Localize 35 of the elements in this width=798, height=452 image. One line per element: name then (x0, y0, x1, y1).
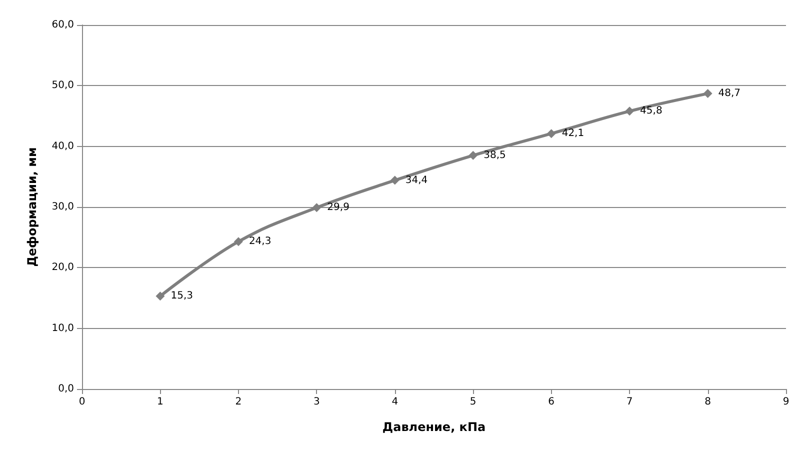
point (546, 129, 556, 138)
x-tick-label: 7 (626, 396, 633, 408)
x-tick-label: 8 (704, 396, 711, 408)
x-tick-label: 1 (157, 396, 164, 408)
point (156, 292, 165, 301)
data-label: 45,8 (640, 106, 662, 117)
point (625, 106, 634, 116)
y-tick-label: 40,0 (52, 140, 74, 152)
x-tick-label: 9 (782, 396, 790, 408)
data-label: 48,7 (718, 88, 741, 100)
data-label: 29,9 (327, 202, 350, 214)
x-axis-title: Давление, кПа (382, 420, 486, 434)
data-label: 42,1 (562, 128, 584, 140)
data-label: 24,3 (248, 236, 272, 248)
y-tick-label: 0,0 (58, 384, 74, 394)
data-label: 38,5 (484, 150, 506, 161)
y-tick-label: 10,0 (52, 322, 74, 334)
y-tick-label: 20,0 (52, 262, 74, 274)
y-axis-title: Деформации, мм (25, 147, 39, 267)
point (390, 176, 400, 185)
point (234, 237, 243, 246)
x-tick-label: 4 (392, 396, 398, 408)
y-tick-label: 30,0 (52, 202, 74, 212)
x-tick-label: 0 (78, 396, 86, 408)
point (703, 89, 712, 98)
y-tick-label: 60,0 (52, 20, 74, 30)
y-tick-label: 50,0 (52, 80, 74, 92)
data-label: 15,3 (170, 290, 193, 302)
x-tick-label: 2 (235, 396, 242, 408)
x-tick-label: 3 (313, 396, 320, 408)
x-tick-label: 6 (548, 396, 555, 408)
data-label: 34,4 (405, 174, 428, 186)
point (468, 150, 478, 160)
point (312, 203, 322, 212)
x-tick-label: 5 (470, 396, 476, 408)
